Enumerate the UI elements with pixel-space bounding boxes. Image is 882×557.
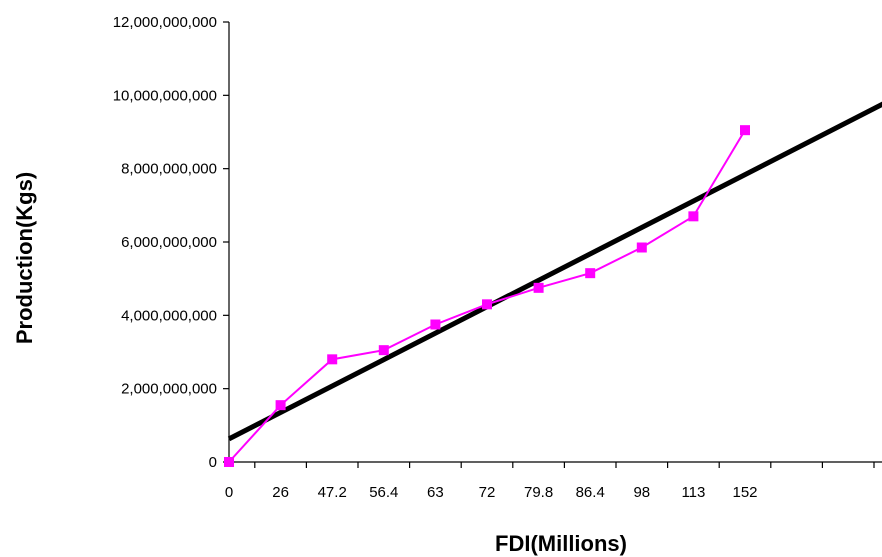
data-point <box>224 457 234 467</box>
x-tick-label: 0 <box>225 484 233 501</box>
data-point <box>378 345 389 356</box>
y-tick-label: 0 <box>209 454 217 471</box>
series-line <box>228 129 746 463</box>
y-tick-label: 4,000,000,000 <box>121 307 217 324</box>
x-tick-label: 63 <box>427 484 444 501</box>
y-tick-label: 6,000,000,000 <box>121 234 217 251</box>
x-tick-label: 56.4 <box>369 484 398 501</box>
data-point <box>585 268 596 279</box>
y-axis-title: Production(Kgs) <box>12 172 37 344</box>
x-axis-title: FDI(Millions) <box>495 531 627 556</box>
y-tick-label: 2,000,000,000 <box>121 381 217 398</box>
trendline <box>227 101 882 442</box>
data-point <box>327 354 338 365</box>
x-tick-label: 113 <box>681 484 705 501</box>
x-tick-label: 72 <box>479 484 496 501</box>
trendline-group <box>227 101 882 442</box>
y-tick-label: 12,000,000,000 <box>113 14 217 31</box>
x-tick-label: 152 <box>732 484 757 501</box>
data-point <box>688 211 699 222</box>
y-tick-label: 8,000,000,000 <box>121 161 217 178</box>
x-tick-label: 86.4 <box>576 484 605 501</box>
data-point <box>430 319 441 330</box>
x-axis-ticks: 0 26 47.2 56.4 63 72 79.8 86.4 98 113 152 <box>225 462 875 501</box>
series-group <box>224 125 750 467</box>
data-point <box>275 400 286 411</box>
y-axis-ticks: 0 2,000,000,000 4,000,000,000 6,000,000,000… <box>113 14 229 471</box>
data-point <box>533 282 544 293</box>
x-tick-label: 47.2 <box>318 484 347 501</box>
data-point <box>636 242 647 253</box>
x-tick-label: 26 <box>272 484 289 501</box>
x-tick-label: 79.8 <box>524 484 553 501</box>
x-tick-label: 98 <box>633 484 650 501</box>
y-tick-label: 10,000,000,000 <box>113 87 217 104</box>
data-point <box>482 299 492 310</box>
data-point <box>740 125 750 136</box>
